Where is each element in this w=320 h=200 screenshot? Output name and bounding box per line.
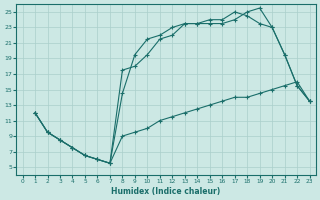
X-axis label: Humidex (Indice chaleur): Humidex (Indice chaleur) [111, 187, 221, 196]
